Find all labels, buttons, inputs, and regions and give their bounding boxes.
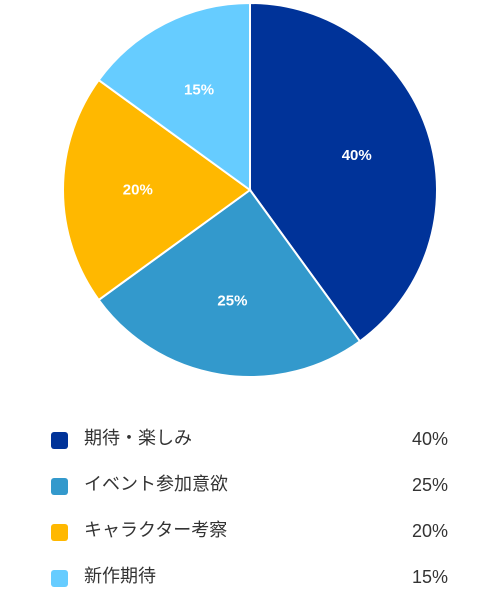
- legend-item: 新作期待 15%: [0, 556, 488, 600]
- legend-swatch: [51, 478, 68, 495]
- pie-slice: [97, 188, 362, 378]
- pie-slice: [62, 78, 252, 302]
- legend-label: 期待・楽しみ: [84, 428, 192, 449]
- legend-label: 新作期待: [84, 566, 156, 587]
- legend-item: 期待・楽しみ 40%: [0, 418, 488, 462]
- slice-value-label: 40%: [342, 147, 372, 164]
- pie-slice: [249, 1, 438, 343]
- legend-swatch: [51, 524, 68, 541]
- legend-label: イベント参加意欲: [84, 474, 228, 495]
- legend-value: 15%: [411, 567, 448, 587]
- legend-label: キャラクター考察: [84, 520, 228, 541]
- legend-item: イベント参加意欲 25%: [0, 464, 488, 508]
- slice-value-label: 25%: [217, 292, 247, 309]
- pie-labels: 40% 25% 20% 15%: [123, 82, 372, 310]
- slice-value-label: 15%: [184, 82, 214, 99]
- legend-value: 40%: [411, 429, 448, 449]
- pie-slices: [62, 1, 438, 378]
- legend-swatch: [51, 432, 68, 449]
- legend-swatch: [51, 570, 68, 587]
- pie-chart: 40% 25% 20% 15%: [62, 1, 438, 378]
- pie-slice: [97, 1, 251, 192]
- legend-value: 25%: [411, 475, 448, 495]
- legend-value: 20%: [411, 521, 448, 541]
- slice-value-label: 20%: [123, 182, 153, 199]
- legend-item: キャラクター考察 20%: [0, 510, 488, 554]
